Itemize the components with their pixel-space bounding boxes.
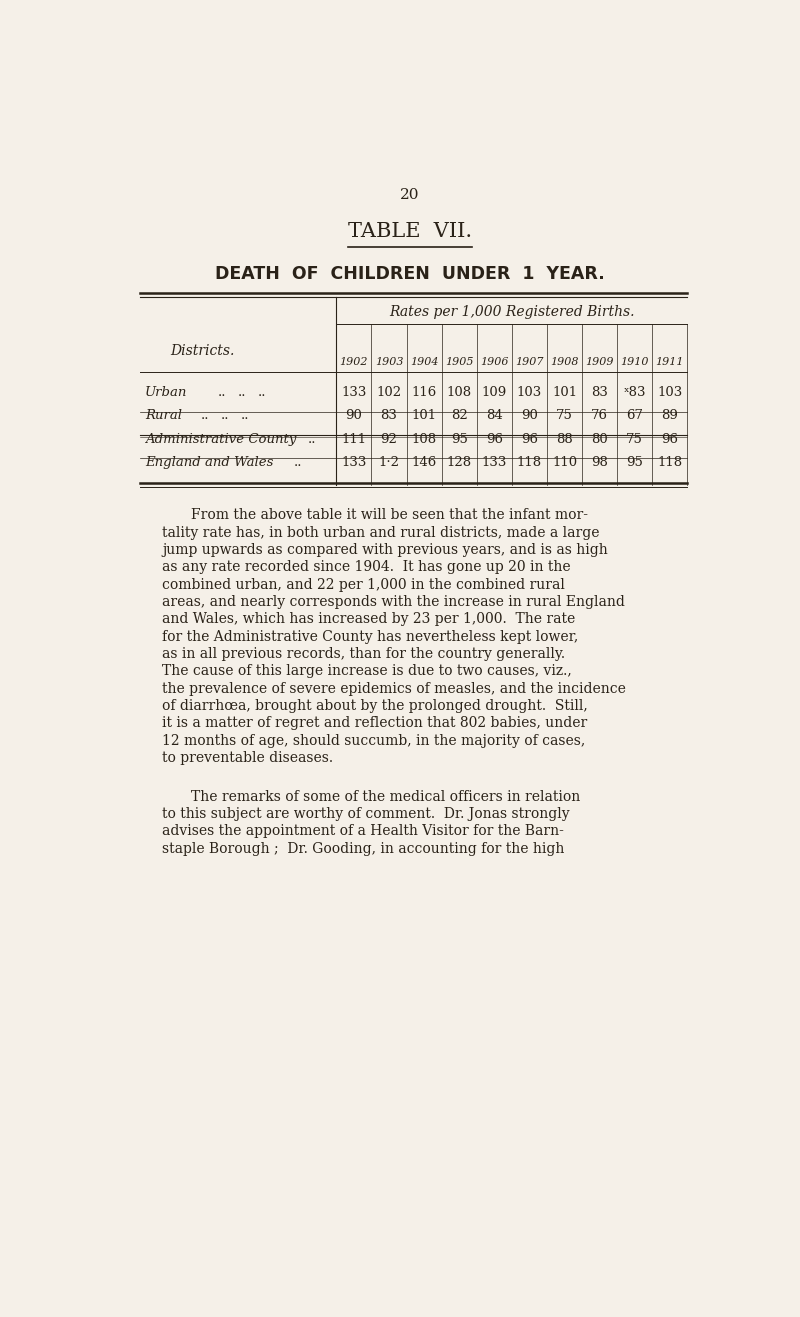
Text: Rural: Rural bbox=[145, 410, 182, 423]
Text: 92: 92 bbox=[381, 432, 398, 445]
Text: ..: .. bbox=[294, 456, 302, 469]
Text: DEATH  OF  CHILDREN  UNDER  1  YEAR.: DEATH OF CHILDREN UNDER 1 YEAR. bbox=[215, 265, 605, 283]
Text: 75: 75 bbox=[626, 432, 643, 445]
Text: 111: 111 bbox=[342, 432, 366, 445]
Text: 96: 96 bbox=[486, 432, 503, 445]
Text: 101: 101 bbox=[411, 410, 437, 423]
Text: 102: 102 bbox=[377, 386, 402, 399]
Text: 103: 103 bbox=[517, 386, 542, 399]
Text: 20: 20 bbox=[400, 188, 420, 202]
Text: 1904: 1904 bbox=[410, 357, 438, 367]
Text: England and Wales: England and Wales bbox=[145, 456, 274, 469]
Text: for the Administrative County has nevertheless kept lower,: for the Administrative County has nevert… bbox=[162, 630, 578, 644]
Text: the prevalence of severe epidemics of measles, and the incidence: the prevalence of severe epidemics of me… bbox=[162, 682, 626, 695]
Text: 1908: 1908 bbox=[550, 357, 579, 367]
Text: ..: .. bbox=[241, 410, 250, 423]
Text: From the above table it will be seen that the infant mor-: From the above table it will be seen tha… bbox=[191, 508, 589, 523]
Text: areas, and nearly corresponds with the increase in rural England: areas, and nearly corresponds with the i… bbox=[162, 595, 625, 608]
Text: 84: 84 bbox=[486, 410, 502, 423]
Text: 118: 118 bbox=[658, 456, 682, 469]
Text: as any rate recorded since 1904.  It has gone up 20 in the: as any rate recorded since 1904. It has … bbox=[162, 560, 570, 574]
Text: as in all previous records, than for the country generally.: as in all previous records, than for the… bbox=[162, 647, 565, 661]
Text: 90: 90 bbox=[346, 410, 362, 423]
Text: 82: 82 bbox=[451, 410, 468, 423]
Text: 1910: 1910 bbox=[621, 357, 649, 367]
Text: 12 months of age, should succumb, in the majority of cases,: 12 months of age, should succumb, in the… bbox=[162, 734, 586, 748]
Text: 95: 95 bbox=[451, 432, 468, 445]
Text: 1911: 1911 bbox=[656, 357, 684, 367]
Text: 133: 133 bbox=[342, 386, 366, 399]
Text: 98: 98 bbox=[591, 456, 608, 469]
Text: 67: 67 bbox=[626, 410, 643, 423]
Text: 1·2: 1·2 bbox=[378, 456, 399, 469]
Text: 108: 108 bbox=[411, 432, 437, 445]
Text: 133: 133 bbox=[482, 456, 507, 469]
Text: ..: .. bbox=[221, 410, 230, 423]
Text: jump upwards as compared with previous years, and is as high: jump upwards as compared with previous y… bbox=[162, 543, 608, 557]
Text: 1905: 1905 bbox=[445, 357, 474, 367]
Text: ..: .. bbox=[238, 386, 246, 399]
Text: 80: 80 bbox=[591, 432, 608, 445]
Text: 76: 76 bbox=[591, 410, 608, 423]
Text: The remarks of some of the medical officers in relation: The remarks of some of the medical offic… bbox=[191, 790, 581, 803]
Text: of diarrhœa, brought about by the prolonged drought.  Still,: of diarrhœa, brought about by the prolon… bbox=[162, 699, 588, 712]
Text: Rates per 1,000 Registered Births.: Rates per 1,000 Registered Births. bbox=[389, 306, 634, 319]
Text: 75: 75 bbox=[556, 410, 573, 423]
Text: ..: .. bbox=[258, 386, 266, 399]
Text: Districts.: Districts. bbox=[170, 344, 234, 357]
Text: 116: 116 bbox=[411, 386, 437, 399]
Text: 1902: 1902 bbox=[340, 357, 368, 367]
Text: 1907: 1907 bbox=[515, 357, 544, 367]
Text: 146: 146 bbox=[411, 456, 437, 469]
Text: 90: 90 bbox=[521, 410, 538, 423]
Text: it is a matter of regret and reflection that 802 babies, under: it is a matter of regret and reflection … bbox=[162, 716, 587, 731]
Text: combined urban, and 22 per 1,000 in the combined rural: combined urban, and 22 per 1,000 in the … bbox=[162, 578, 565, 591]
Text: 89: 89 bbox=[662, 410, 678, 423]
Text: to this subject are worthy of comment.  Dr. Jonas strongly: to this subject are worthy of comment. D… bbox=[162, 807, 570, 822]
Text: TABLE  VII.: TABLE VII. bbox=[348, 221, 472, 241]
Text: 133: 133 bbox=[342, 456, 366, 469]
Text: 88: 88 bbox=[556, 432, 573, 445]
Text: 1909: 1909 bbox=[586, 357, 614, 367]
Text: 128: 128 bbox=[446, 456, 472, 469]
Text: 103: 103 bbox=[658, 386, 682, 399]
Text: ..: .. bbox=[308, 432, 316, 445]
Text: 95: 95 bbox=[626, 456, 643, 469]
Text: to preventable diseases.: to preventable diseases. bbox=[162, 751, 333, 765]
Text: Urban: Urban bbox=[145, 386, 187, 399]
Text: Administrative County: Administrative County bbox=[145, 432, 296, 445]
Text: 1903: 1903 bbox=[374, 357, 403, 367]
Text: 83: 83 bbox=[591, 386, 608, 399]
Text: 96: 96 bbox=[521, 432, 538, 445]
Text: 109: 109 bbox=[482, 386, 507, 399]
Text: 108: 108 bbox=[446, 386, 472, 399]
Text: The cause of this large increase is due to two causes, viz.,: The cause of this large increase is due … bbox=[162, 664, 572, 678]
Text: ˣ83: ˣ83 bbox=[623, 386, 646, 399]
Text: 101: 101 bbox=[552, 386, 577, 399]
Text: ..: .. bbox=[201, 410, 210, 423]
Text: and Wales, which has increased by 23 per 1,000.  The rate: and Wales, which has increased by 23 per… bbox=[162, 612, 575, 627]
Text: 83: 83 bbox=[381, 410, 398, 423]
Text: 110: 110 bbox=[552, 456, 577, 469]
Text: 1906: 1906 bbox=[480, 357, 509, 367]
Text: ..: .. bbox=[218, 386, 226, 399]
Text: 96: 96 bbox=[662, 432, 678, 445]
Text: advises the appointment of a Health Visitor for the Barn-: advises the appointment of a Health Visi… bbox=[162, 824, 564, 839]
Text: tality rate has, in both urban and rural districts, made a large: tality rate has, in both urban and rural… bbox=[162, 525, 599, 540]
Text: 118: 118 bbox=[517, 456, 542, 469]
Text: staple Borough ;  Dr. Gooding, in accounting for the high: staple Borough ; Dr. Gooding, in account… bbox=[162, 842, 564, 856]
